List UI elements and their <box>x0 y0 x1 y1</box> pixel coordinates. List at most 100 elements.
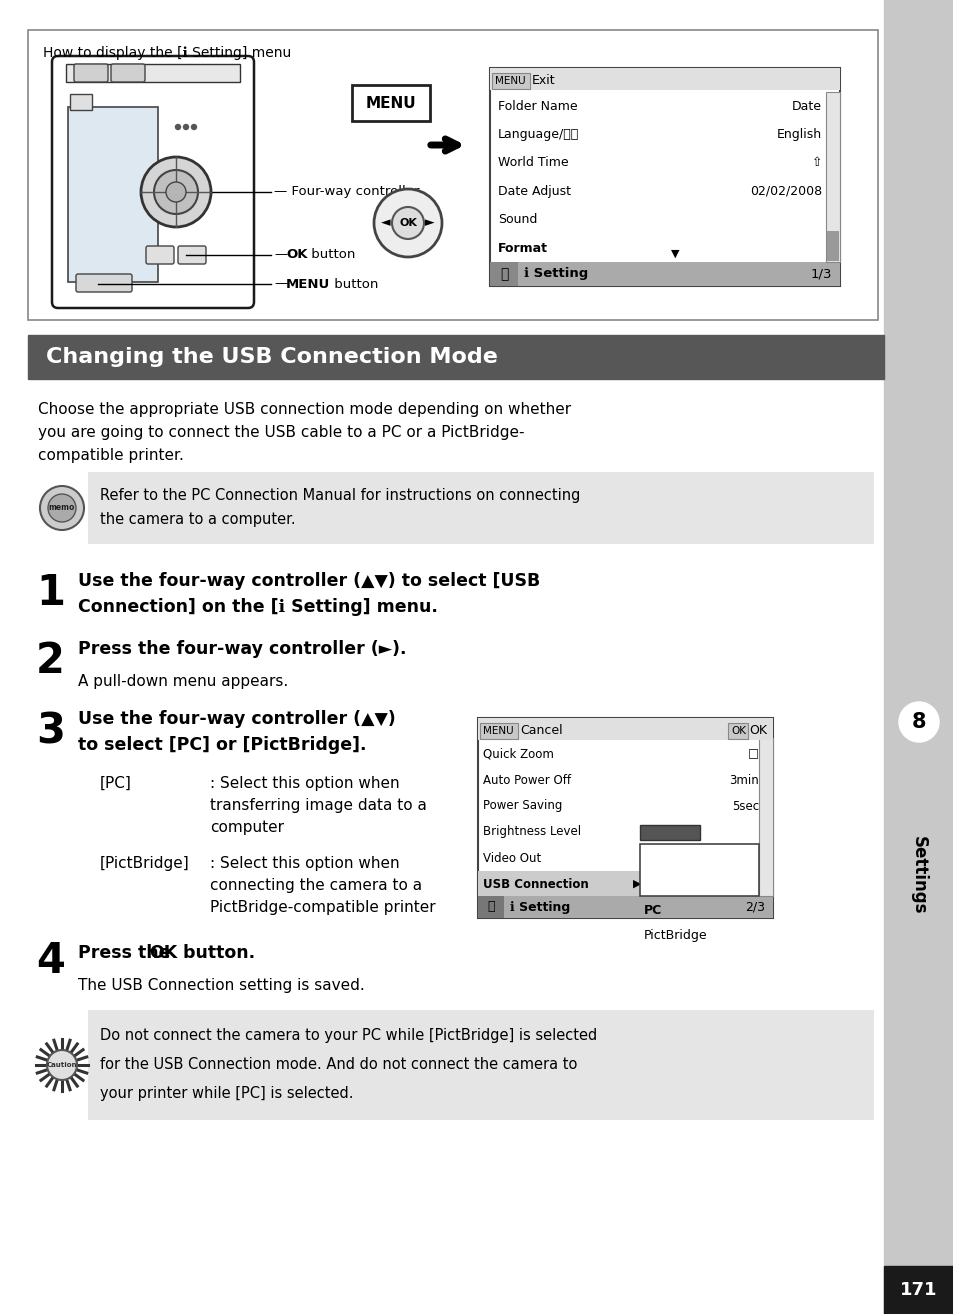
Text: A pull-down menu appears.: A pull-down menu appears. <box>78 674 288 689</box>
Bar <box>477 717 772 918</box>
Text: your printer while [PC] is selected.: your printer while [PC] is selected. <box>100 1085 354 1101</box>
Text: 2/3: 2/3 <box>744 900 764 913</box>
Text: Use the four-way controller (▲▼) to select [USB: Use the four-way controller (▲▼) to sele… <box>78 572 539 590</box>
Text: ▼: ▼ <box>670 248 679 259</box>
Text: computer: computer <box>210 820 284 834</box>
Text: —: — <box>274 277 287 290</box>
Text: MENU: MENU <box>482 727 513 736</box>
Text: 2: 2 <box>36 640 65 682</box>
Text: Brightness Level: Brightness Level <box>482 825 580 838</box>
Text: Video Out: Video Out <box>482 851 540 865</box>
Circle shape <box>183 125 189 130</box>
Circle shape <box>192 125 196 130</box>
FancyBboxPatch shape <box>111 64 145 81</box>
Text: MENU: MENU <box>365 96 416 110</box>
Bar <box>490 68 840 89</box>
Text: Press the: Press the <box>78 943 176 962</box>
Bar <box>66 64 240 81</box>
Text: —: — <box>274 248 287 261</box>
Bar <box>88 1010 873 1120</box>
Circle shape <box>166 183 186 202</box>
Bar <box>517 261 840 286</box>
Text: 171: 171 <box>900 1281 937 1300</box>
Circle shape <box>374 189 441 258</box>
Circle shape <box>175 125 180 130</box>
Text: Auto Power Off: Auto Power Off <box>482 774 571 787</box>
Text: : Select this option when: : Select this option when <box>210 855 399 871</box>
Text: PictBridge: PictBridge <box>643 929 707 942</box>
Text: Folder Name: Folder Name <box>497 100 577 113</box>
Text: [PC]: [PC] <box>100 777 132 791</box>
Text: Sound: Sound <box>497 213 537 226</box>
Bar <box>490 261 517 286</box>
Text: OK: OK <box>398 218 416 229</box>
FancyBboxPatch shape <box>352 85 430 121</box>
Bar <box>28 30 877 321</box>
Bar <box>883 0 953 1314</box>
Text: 📷: 📷 <box>487 900 495 913</box>
Text: OK: OK <box>730 727 745 736</box>
Text: Changing the USB Connection Mode: Changing the USB Connection Mode <box>46 347 497 367</box>
Circle shape <box>40 486 84 530</box>
Text: The USB Connection setting is saved.: The USB Connection setting is saved. <box>78 978 364 993</box>
FancyBboxPatch shape <box>479 723 517 738</box>
Text: Choose the appropriate USB connection mode depending on whether: Choose the appropriate USB connection mo… <box>38 402 571 417</box>
FancyBboxPatch shape <box>727 723 747 738</box>
Text: compatible printer.: compatible printer. <box>38 448 184 463</box>
Text: ℹ Setting: ℹ Setting <box>510 900 570 913</box>
Text: ▶: ▶ <box>633 879 640 890</box>
Text: PictBridge-compatible printer: PictBridge-compatible printer <box>210 900 436 915</box>
Text: Language/言語: Language/言語 <box>497 129 578 141</box>
Text: 02/02/2008: 02/02/2008 <box>749 185 821 198</box>
Text: — Four-way controller: — Four-way controller <box>274 185 419 198</box>
Bar <box>490 68 840 286</box>
Text: Date: Date <box>791 100 821 113</box>
Text: button.: button. <box>177 943 254 962</box>
Text: Refer to the PC Connection Manual for instructions on connecting: Refer to the PC Connection Manual for in… <box>100 487 579 503</box>
Text: 📷: 📷 <box>499 267 508 281</box>
Bar <box>883 1265 953 1314</box>
Text: you are going to connect the USB cable to a PC or a PictBridge-: you are going to connect the USB cable t… <box>38 424 524 440</box>
FancyBboxPatch shape <box>178 246 206 264</box>
Text: OK: OK <box>286 248 307 261</box>
Circle shape <box>392 208 423 239</box>
Text: Exit: Exit <box>532 75 555 88</box>
Text: Settings: Settings <box>909 836 927 915</box>
Bar <box>88 472 873 544</box>
Bar <box>503 896 772 918</box>
Text: button: button <box>307 248 355 261</box>
Text: connecting the camera to a: connecting the camera to a <box>210 878 421 894</box>
Bar <box>759 738 772 896</box>
Circle shape <box>141 156 211 227</box>
Text: How to display the [ℹ Setting] menu: How to display the [ℹ Setting] menu <box>43 46 291 60</box>
Text: 4: 4 <box>36 940 65 982</box>
Text: □: □ <box>747 748 759 761</box>
Text: 3min: 3min <box>728 774 759 787</box>
Text: : Select this option when: : Select this option when <box>210 777 399 791</box>
FancyBboxPatch shape <box>146 246 173 264</box>
Bar <box>826 231 838 261</box>
Text: Date Adjust: Date Adjust <box>497 185 571 198</box>
FancyBboxPatch shape <box>76 275 132 292</box>
Text: Power Saving: Power Saving <box>482 799 561 812</box>
Text: Press the four-way controller (►).: Press the four-way controller (►). <box>78 640 406 658</box>
Text: USB Connection: USB Connection <box>482 878 588 891</box>
Bar <box>68 106 158 283</box>
Text: 5sec: 5sec <box>731 799 759 812</box>
Circle shape <box>898 702 938 742</box>
Bar <box>28 335 883 378</box>
Text: Format: Format <box>497 242 547 255</box>
Text: to select [PC] or [PictBridge].: to select [PC] or [PictBridge]. <box>78 736 366 754</box>
Text: [PictBridge]: [PictBridge] <box>100 855 190 871</box>
Circle shape <box>153 170 198 214</box>
Text: for the USB Connection mode. And do not connect the camera to: for the USB Connection mode. And do not … <box>100 1056 577 1072</box>
Text: ►: ► <box>425 217 435 230</box>
Text: ◄: ◄ <box>381 217 391 230</box>
Bar <box>477 896 503 918</box>
Text: 1/3: 1/3 <box>810 268 831 280</box>
Text: MENU: MENU <box>495 76 525 85</box>
Text: MENU: MENU <box>286 277 330 290</box>
Text: Quick Zoom: Quick Zoom <box>482 748 554 761</box>
Bar <box>477 717 772 740</box>
Text: Use the four-way controller (▲▼): Use the four-way controller (▲▼) <box>78 710 395 728</box>
